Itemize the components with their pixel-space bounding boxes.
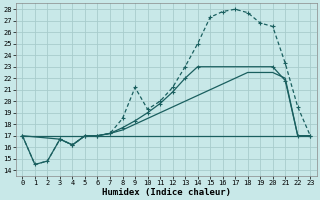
X-axis label: Humidex (Indice chaleur): Humidex (Indice chaleur): [102, 188, 231, 197]
